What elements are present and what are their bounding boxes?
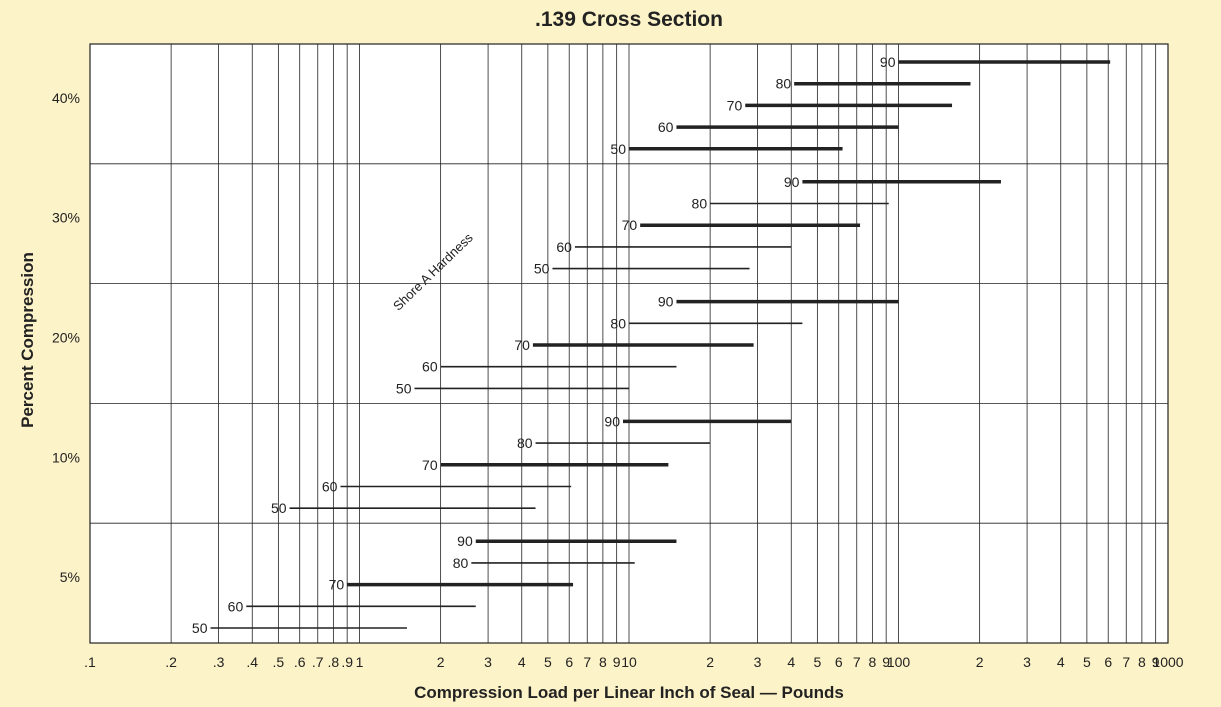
x-tick-label: 1 — [356, 654, 364, 670]
x-tick-label: .6 — [294, 654, 306, 670]
bar-label-90: 90 — [658, 294, 674, 310]
bar-label-60: 60 — [322, 479, 338, 495]
bar-label-70: 70 — [514, 337, 530, 353]
x-tick-label: 6 — [1104, 654, 1112, 670]
x-tick-label: 4 — [1057, 654, 1065, 670]
bar-label-50: 50 — [271, 500, 287, 516]
bar-label-70: 70 — [329, 577, 345, 593]
x-tick-label: 8 — [868, 654, 876, 670]
x-tick-label: 2 — [976, 654, 984, 670]
y-tick-label: 10% — [52, 449, 80, 465]
x-tick-label: 9 — [1152, 654, 1160, 670]
bar-label-60: 60 — [658, 119, 674, 135]
x-tick-label: 7 — [853, 654, 861, 670]
y-tick-label: 20% — [52, 330, 80, 346]
y-tick-label: 5% — [60, 569, 80, 585]
x-tick-label: 8 — [1138, 654, 1146, 670]
x-tick-label: .1 — [84, 654, 96, 670]
bar-label-90: 90 — [457, 533, 473, 549]
x-tick-label: 6 — [565, 654, 573, 670]
x-tick-label: 3 — [1023, 654, 1031, 670]
bar-label-60: 60 — [422, 359, 438, 375]
x-tick-label: 6 — [835, 654, 843, 670]
x-axis-label: Compression Load per Linear Inch of Seal… — [414, 683, 844, 702]
x-tick-label: 100 — [887, 654, 911, 670]
x-tick-label: .2 — [165, 654, 177, 670]
x-tick-label: 7 — [583, 654, 591, 670]
bar-label-80: 80 — [517, 435, 533, 451]
x-tick-label: 10 — [621, 654, 637, 670]
x-tick-label: 9 — [613, 654, 621, 670]
bar-label-50: 50 — [396, 380, 412, 396]
x-tick-label: .9 — [341, 654, 353, 670]
x-tick-label: 9 — [882, 654, 890, 670]
bar-label-80: 80 — [776, 76, 792, 92]
bar-label-50: 50 — [192, 620, 208, 636]
bar-label-70: 70 — [622, 217, 638, 233]
x-tick-label: .8 — [328, 654, 340, 670]
bar-label-60: 60 — [228, 598, 244, 614]
x-tick-label: 3 — [754, 654, 762, 670]
bar-label-80: 80 — [453, 555, 469, 571]
bar-label-60: 60 — [556, 239, 572, 255]
x-tick-label: 7 — [1122, 654, 1130, 670]
x-tick-label: .4 — [246, 654, 258, 670]
bar-label-90: 90 — [604, 413, 620, 429]
x-tick-label: .3 — [213, 654, 225, 670]
x-tick-label: 5 — [813, 654, 821, 670]
x-tick-label: 4 — [518, 654, 526, 670]
x-tick-label: 2 — [706, 654, 714, 670]
x-tick-label: .7 — [312, 654, 324, 670]
x-tick-label: 1000 — [1152, 654, 1183, 670]
x-tick-label: 5 — [1083, 654, 1091, 670]
bar-label-90: 90 — [784, 174, 800, 190]
x-tick-label: .5 — [273, 654, 285, 670]
x-tick-label: 2 — [437, 654, 445, 670]
bar-label-90: 90 — [880, 54, 896, 70]
bar-label-80: 80 — [610, 315, 626, 331]
bar-label-50: 50 — [534, 261, 550, 277]
y-tick-label: 30% — [52, 210, 80, 226]
x-tick-label: 4 — [787, 654, 795, 670]
bar-label-70: 70 — [727, 97, 743, 113]
y-tick-label: 40% — [52, 90, 80, 106]
bar-label-50: 50 — [610, 141, 626, 157]
x-tick-label: 5 — [544, 654, 552, 670]
bar-label-80: 80 — [692, 196, 708, 212]
chart-title: .139 Cross Section — [535, 8, 723, 31]
x-tick-label: 8 — [599, 654, 607, 670]
bar-label-70: 70 — [422, 457, 438, 473]
x-tick-label: 3 — [484, 654, 492, 670]
